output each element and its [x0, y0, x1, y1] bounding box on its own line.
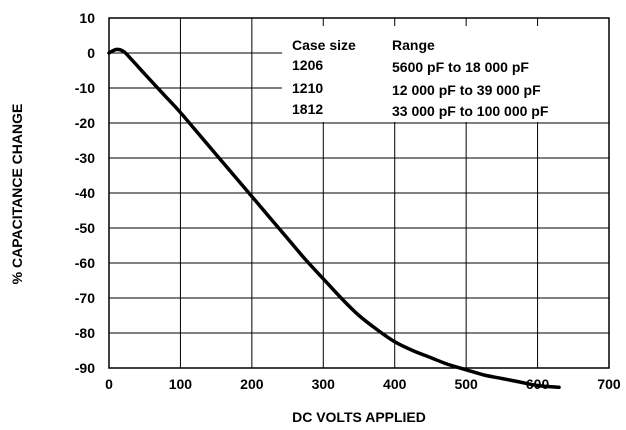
y-axis-ticks: 10 0 -10 -20 -30 -40 -50 -60 -70 -80 -90	[75, 10, 95, 376]
legend-table: Case size Range 1206 5600 pF to 18 000 p…	[282, 26, 612, 122]
x-axis-title: DC VOLTS APPLIED	[292, 409, 426, 425]
legend-row-2-case-size: 1210	[292, 80, 323, 96]
y-tick-label: -90	[75, 360, 95, 376]
x-axis-ticks: 0 100 200 300 400 500 600 700	[105, 376, 621, 392]
series-line	[107, 47, 561, 390]
y-tick-label: -80	[75, 325, 95, 341]
legend-row-2-range: 12 000 pF to 39 000 pF	[392, 82, 541, 98]
x-tick-label: 700	[597, 376, 621, 392]
legend-header-range: Range	[392, 37, 435, 53]
y-axis-title: % CAPACITANCE CHANGE	[9, 104, 25, 285]
y-tick-label: -10	[75, 80, 95, 96]
legend-row-3-range: 33 000 pF to 100 000 pF	[392, 103, 549, 119]
x-tick-label: 300	[312, 376, 336, 392]
y-tick-label: -20	[75, 115, 95, 131]
x-tick-label: 400	[383, 376, 407, 392]
x-tick-label: 600	[526, 376, 550, 392]
y-tick-label: -50	[75, 220, 95, 236]
legend-row-3-case-size: 1812	[292, 101, 323, 117]
y-tick-label: 10	[79, 10, 95, 26]
x-tick-label: 100	[169, 376, 193, 392]
y-tick-label: -60	[75, 255, 95, 271]
plot-frame	[108, 17, 610, 369]
x-tick-label: 500	[454, 376, 478, 392]
y-tick-label: -30	[75, 150, 95, 166]
x-tick-label: 200	[240, 376, 264, 392]
y-tick-label: -70	[75, 290, 95, 306]
y-tick-label: 0	[87, 45, 95, 61]
legend-row-1-case-size: 1206	[292, 57, 323, 73]
legend-row-1-range: 5600 pF to 18 000 pF	[392, 59, 529, 75]
legend-header-case-size: Case size	[292, 37, 356, 53]
x-tick-label: 0	[105, 376, 113, 392]
y-tick-label: -40	[75, 185, 95, 201]
legend-background	[282, 26, 612, 122]
